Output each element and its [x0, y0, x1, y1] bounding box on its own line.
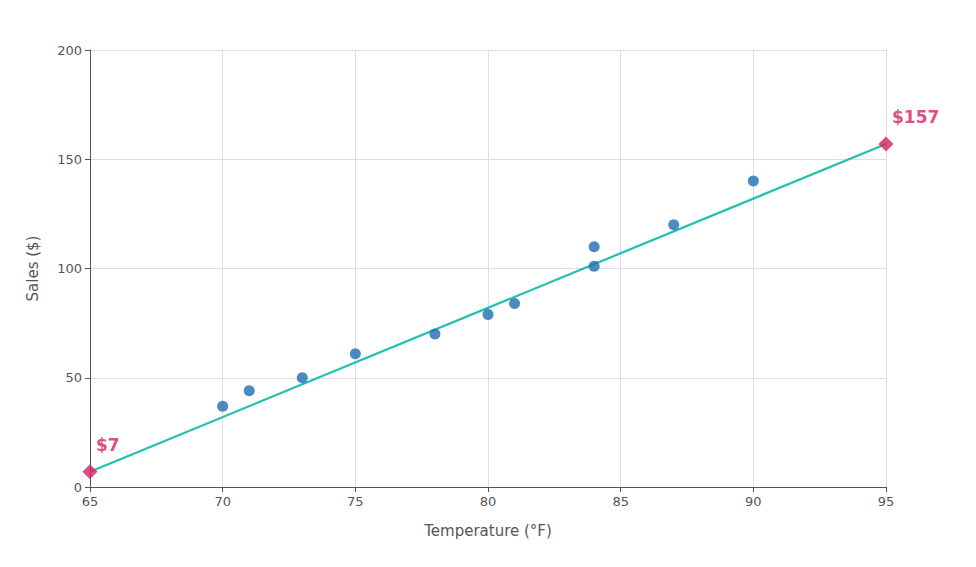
svg-text:70: 70	[214, 494, 231, 509]
svg-text:80: 80	[480, 494, 497, 509]
svg-text:Temperature (°F): Temperature (°F)	[423, 522, 552, 540]
svg-text:65: 65	[82, 494, 99, 509]
svg-text:200: 200	[57, 43, 82, 58]
svg-text:50: 50	[65, 370, 82, 385]
svg-text:100: 100	[57, 261, 82, 276]
svg-text:75: 75	[347, 494, 364, 509]
svg-text:0: 0	[74, 480, 82, 495]
svg-text:85: 85	[612, 494, 629, 509]
svg-text:$7: $7	[96, 435, 120, 455]
svg-text:95: 95	[878, 494, 895, 509]
svg-text:150: 150	[57, 152, 82, 167]
svg-text:Sales ($): Sales ($)	[24, 236, 42, 302]
svg-text:90: 90	[745, 494, 762, 509]
svg-text:$157: $157	[892, 107, 939, 127]
